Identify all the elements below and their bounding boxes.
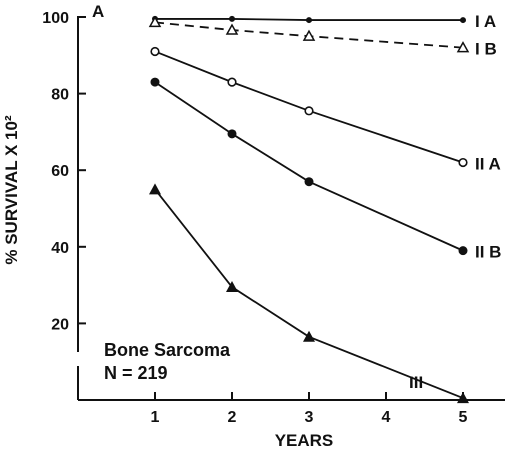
- y-tick-label: 40: [51, 240, 69, 257]
- series-i-a: I A: [152, 12, 496, 31]
- data-point-i-b: [456, 41, 470, 53]
- series-line-ii-a: [154, 50, 464, 164]
- x-tick-label: 1: [151, 409, 160, 426]
- x-tick-label: 2: [228, 409, 237, 426]
- panel-label: A: [92, 2, 104, 21]
- series-label-i-a: I A: [475, 12, 496, 31]
- data-point-ii-a: [227, 77, 237, 87]
- data-point-i-b: [302, 29, 316, 41]
- data-point-i-b: [225, 23, 239, 35]
- data-point-ii-a: [458, 157, 468, 168]
- y-tick-label: 20: [51, 316, 69, 333]
- data-point-iii: [457, 392, 469, 404]
- y-tick-label: 60: [51, 163, 69, 180]
- series-layer: I A I B II A II B III: [148, 12, 501, 404]
- data-point-i-a: [229, 15, 235, 22]
- data-point-ii-b: [458, 246, 468, 256]
- data-point-ii-b: [304, 177, 314, 187]
- x-tick-label: 4: [382, 409, 391, 426]
- series-i-b: I B: [148, 15, 497, 59]
- data-point-iii: [303, 330, 315, 342]
- axes: 20 40 60 80 100 1 2 3 4 5: [42, 10, 505, 426]
- x-tick-label: 3: [305, 409, 314, 426]
- series-line-iii: [154, 188, 464, 399]
- data-point-ii-a: [304, 106, 314, 116]
- y-axis-title: % SURVIVAL X 10²: [2, 115, 21, 265]
- data-point-ii-b: [227, 129, 237, 139]
- x-tick-label: 5: [459, 409, 468, 426]
- data-point-ii-b: [150, 77, 160, 87]
- data-point-i-a: [306, 17, 312, 24]
- series-label-i-b: I B: [475, 40, 497, 59]
- data-point-iii: [226, 281, 238, 293]
- data-point-i-b: [148, 15, 162, 28]
- y-tick-label: 100: [42, 10, 69, 27]
- annotation-line-1: Bone Sarcoma: [104, 340, 231, 360]
- x-axis-title: YEARS: [275, 431, 334, 450]
- series-line-i-b: [154, 21, 464, 49]
- y-tick-label: 80: [51, 87, 69, 104]
- series-ii-a: II A: [150, 46, 501, 174]
- annotation-line-2: N = 219: [104, 363, 168, 383]
- series-label-iii: III: [409, 373, 423, 392]
- series-label-ii-a: II A: [475, 155, 501, 174]
- series-ii-b: II B: [150, 77, 501, 262]
- series-line-ii-b: [154, 81, 464, 252]
- series-label-ii-b: II B: [475, 243, 501, 262]
- data-point-i-a: [460, 17, 466, 24]
- series-line-i-a: [155, 18, 463, 21]
- data-point-ii-a: [150, 46, 160, 57]
- series-iii: III: [149, 183, 469, 404]
- data-point-iii: [149, 183, 161, 195]
